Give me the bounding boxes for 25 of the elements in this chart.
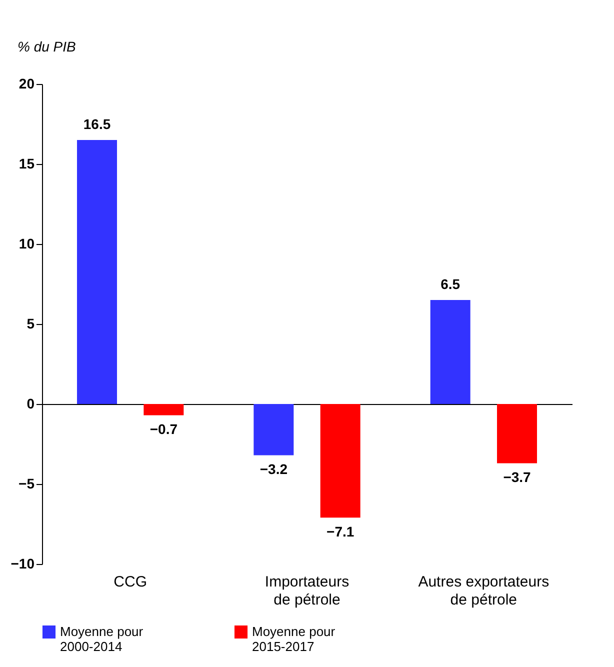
data-label: −7.1 bbox=[326, 524, 354, 540]
bar bbox=[144, 404, 184, 416]
legend-label: Moyenne pour 2015-2017 bbox=[252, 624, 336, 654]
data-label: −3.7 bbox=[503, 469, 532, 486]
data-label: 6.5 bbox=[440, 276, 460, 292]
legend-label: Moyenne pour 2000-2014 bbox=[60, 624, 144, 654]
y-tick-label: 5 bbox=[26, 316, 35, 332]
y-axis-title: % du PIB bbox=[18, 38, 76, 54]
bar bbox=[254, 404, 294, 456]
data-label: 16.5 bbox=[83, 116, 111, 132]
data-label: −0.7 bbox=[150, 421, 178, 438]
x-tick-label: Importateurs de pétrole bbox=[264, 574, 350, 608]
x-tick-label: CCG bbox=[114, 574, 148, 590]
y-tick-label: 15 bbox=[18, 156, 35, 172]
y-tick-label: 20 bbox=[18, 76, 35, 92]
y-tick-label: 10 bbox=[18, 236, 35, 252]
y-tick-label: −5 bbox=[18, 476, 35, 492]
bar bbox=[320, 404, 360, 518]
x-tick-label: Autres exportateurs de pétrole bbox=[418, 574, 550, 608]
bar bbox=[497, 404, 537, 464]
data-label: −3.2 bbox=[260, 461, 288, 478]
y-tick-label: −10 bbox=[10, 556, 35, 572]
y-tick-label: 0 bbox=[26, 396, 35, 412]
bar bbox=[430, 300, 470, 404]
bar bbox=[77, 140, 117, 404]
